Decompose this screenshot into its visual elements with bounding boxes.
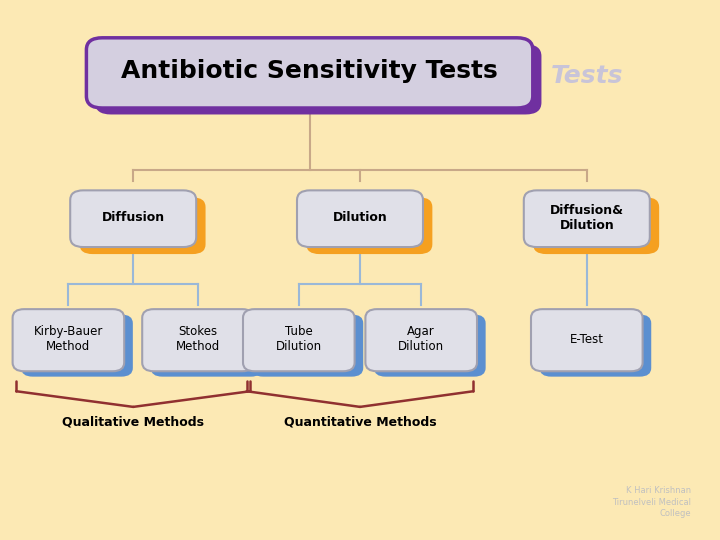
Text: E-Test: E-Test (570, 333, 604, 346)
Text: Diffusion&
Dilution: Diffusion& Dilution (550, 204, 624, 232)
FancyBboxPatch shape (533, 197, 660, 254)
FancyBboxPatch shape (95, 44, 541, 114)
FancyBboxPatch shape (523, 191, 649, 247)
FancyBboxPatch shape (151, 314, 263, 377)
Text: Quantitative Methods: Quantitative Methods (284, 415, 436, 429)
Text: Stokes
Method: Stokes Method (176, 325, 220, 353)
FancyBboxPatch shape (531, 309, 643, 372)
FancyBboxPatch shape (71, 191, 196, 247)
FancyBboxPatch shape (22, 314, 133, 377)
Text: Antibiotic Sensitivity Tests: Antibiotic Sensitivity Tests (124, 65, 501, 89)
FancyBboxPatch shape (540, 314, 652, 377)
FancyBboxPatch shape (365, 309, 477, 372)
Text: Dilution: Dilution (333, 211, 387, 224)
Text: Tests: Tests (551, 64, 623, 87)
FancyBboxPatch shape (143, 309, 254, 372)
Text: Qualitative Methods: Qualitative Methods (62, 415, 204, 429)
FancyBboxPatch shape (243, 309, 354, 372)
FancyBboxPatch shape (252, 314, 363, 377)
Text: Tube
Dilution: Tube Dilution (276, 325, 322, 353)
Text: Agar
Dilution: Agar Dilution (398, 325, 444, 353)
Text: K Hari Krishnan
Tirunelveli Medical
College: K Hari Krishnan Tirunelveli Medical Coll… (612, 486, 691, 518)
Text: Antibiotic Sensitivity Tests: Antibiotic Sensitivity Tests (121, 59, 498, 83)
FancyBboxPatch shape (374, 314, 485, 377)
FancyBboxPatch shape (307, 197, 432, 254)
FancyBboxPatch shape (13, 309, 124, 372)
FancyBboxPatch shape (297, 191, 423, 247)
Text: Kirby-Bauer
Method: Kirby-Bauer Method (34, 325, 103, 353)
FancyBboxPatch shape (80, 197, 206, 254)
Text: Diffusion: Diffusion (102, 211, 165, 224)
FancyBboxPatch shape (86, 38, 533, 108)
